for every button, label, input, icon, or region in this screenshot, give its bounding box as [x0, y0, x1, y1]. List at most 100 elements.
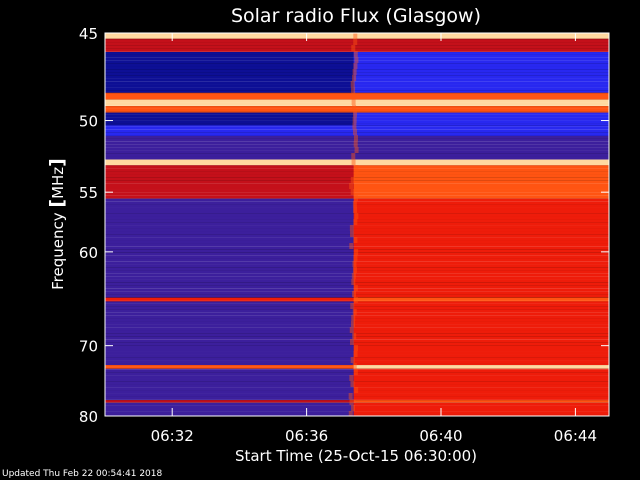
- channel-texture: [105, 252, 609, 253]
- onset-edge: [349, 375, 354, 381]
- onset-edge: [353, 351, 358, 357]
- onset-edge: [353, 297, 358, 303]
- channel-texture: [105, 114, 609, 115]
- channel-texture: [105, 105, 609, 106]
- band-post-8: [353, 135, 609, 160]
- channel-texture: [105, 96, 609, 97]
- channel-texture: [105, 159, 609, 160]
- onset-edge: [351, 273, 356, 279]
- onset-edge: [348, 411, 353, 416]
- channel-texture: [105, 396, 609, 397]
- onset-edge: [349, 243, 354, 249]
- band-post-7: [353, 125, 609, 136]
- y-tick-label: 55: [79, 184, 98, 202]
- band-post-5: [353, 106, 609, 113]
- channel-texture: [105, 171, 609, 172]
- band-pre-11: [105, 198, 356, 298]
- onset-edge: [352, 123, 357, 129]
- channel-texture: [105, 246, 609, 247]
- channel-texture: [105, 414, 609, 415]
- onset-edge: [349, 399, 354, 405]
- channel-texture: [105, 276, 609, 277]
- channel-texture: [105, 369, 609, 370]
- plot-frame: [104, 32, 610, 417]
- onset-edge: [353, 51, 358, 57]
- band-post-3: [353, 92, 609, 100]
- y-tick-label: 45: [79, 25, 98, 43]
- y-axis-label-prefix: Frequency: [49, 208, 67, 290]
- band-pre-9: [105, 159, 356, 166]
- band-post-0: [353, 33, 609, 39]
- band-pre-15: [105, 368, 356, 401]
- channel-texture: [105, 282, 609, 283]
- channel-texture: [105, 300, 609, 301]
- onset-edge: [351, 405, 356, 411]
- channel-texture: [105, 288, 609, 289]
- onset-edge: [352, 201, 357, 207]
- channel-texture: [105, 342, 609, 343]
- channel-texture: [105, 60, 609, 61]
- channel-texture: [105, 291, 609, 292]
- channel-texture: [105, 330, 609, 331]
- channel-texture: [105, 189, 609, 190]
- onset-edge: [351, 99, 356, 105]
- channel-texture: [105, 321, 609, 322]
- band-post-2: [353, 52, 609, 93]
- onset-edge: [351, 159, 356, 165]
- channel-texture: [105, 306, 609, 307]
- channel-texture: [105, 309, 609, 310]
- channel-texture: [105, 312, 609, 313]
- channel-texture: [105, 156, 609, 157]
- channel-texture: [105, 81, 609, 82]
- band-pre-4: [105, 99, 356, 107]
- onset-edge: [351, 87, 356, 93]
- onset-edge: [352, 261, 357, 267]
- band-pre-3: [105, 92, 356, 100]
- y-axis-label-unit: MHz: [49, 167, 67, 199]
- band-post-14: [353, 365, 609, 369]
- channel-texture: [105, 285, 609, 286]
- onset-edge: [353, 39, 358, 45]
- onset-edge: [352, 267, 357, 273]
- channel-texture: [105, 327, 609, 328]
- heatmap-area: [105, 33, 609, 416]
- onset-edge: [349, 183, 354, 189]
- onset-edge: [353, 195, 358, 201]
- onset-edge: [353, 63, 358, 69]
- band-post-4: [353, 99, 609, 107]
- onset-edge: [353, 255, 358, 261]
- onset-edge: [349, 225, 354, 231]
- channel-texture: [105, 399, 609, 400]
- y-axis-bracket-open: [: [46, 199, 68, 208]
- channel-texture: [105, 129, 609, 130]
- channel-texture: [105, 90, 609, 91]
- onset-edge: [352, 363, 357, 369]
- onset-edge: [352, 105, 357, 111]
- channel-texture: [105, 99, 609, 100]
- onset-edge: [352, 291, 357, 297]
- band-pre-12: [105, 297, 356, 302]
- channel-texture: [105, 132, 609, 133]
- channel-texture: [105, 363, 609, 364]
- channel-texture: [105, 234, 609, 235]
- y-tick-label: 80: [79, 408, 98, 426]
- channel-texture: [105, 186, 609, 187]
- onset-edge: [354, 171, 359, 177]
- y-tick-label: 70: [79, 338, 98, 356]
- channel-texture: [105, 225, 609, 226]
- band-pre-16: [105, 400, 356, 403]
- channel-texture: [105, 195, 609, 196]
- channel-texture: [105, 183, 609, 184]
- channel-texture: [105, 231, 609, 232]
- band-pre-6: [105, 112, 356, 126]
- onset-edge: [353, 135, 358, 141]
- channel-texture: [105, 138, 609, 139]
- channel-texture: [105, 297, 609, 298]
- onset-edge: [354, 345, 359, 351]
- band-pre-2: [105, 52, 356, 93]
- channel-texture: [105, 249, 609, 250]
- band-pre-8: [105, 135, 356, 160]
- onset-edge: [354, 57, 359, 63]
- channel-texture: [105, 108, 609, 109]
- channel-texture: [105, 201, 609, 202]
